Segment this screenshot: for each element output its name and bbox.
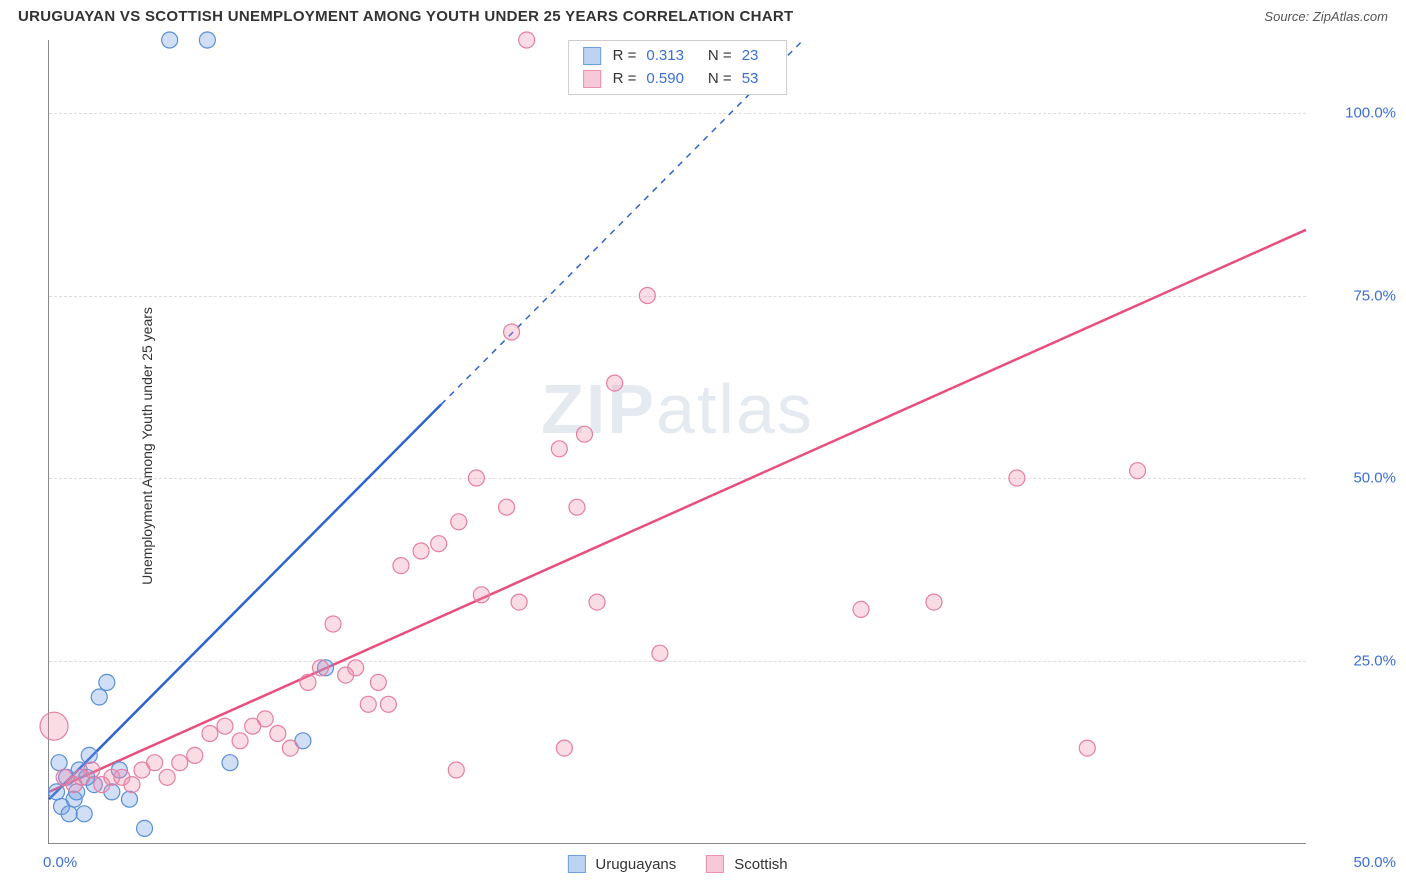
data-point [162, 32, 178, 48]
data-point [1130, 463, 1146, 479]
data-point [76, 806, 92, 822]
data-point [504, 324, 520, 340]
data-point [519, 32, 535, 48]
x-tick-label: 0.0% [43, 854, 77, 871]
y-tick-label: 50.0% [1316, 470, 1396, 487]
source-name: ZipAtlas.com [1313, 9, 1388, 24]
data-point [499, 499, 515, 515]
data-point [451, 514, 467, 530]
data-point [51, 755, 67, 771]
legend-item: Scottish [706, 855, 787, 873]
data-point [91, 689, 107, 705]
data-point [40, 712, 68, 740]
swatch-scottish [583, 70, 601, 88]
data-point [448, 762, 464, 778]
data-point [413, 543, 429, 559]
legend-swatch-uruguayans [567, 855, 585, 873]
data-point [61, 806, 77, 822]
swatch-uruguayans [583, 47, 601, 65]
data-point [159, 769, 175, 785]
data-point [607, 375, 623, 391]
y-tick-label: 100.0% [1316, 105, 1396, 122]
data-point [511, 594, 527, 610]
legend-label: Uruguayans [595, 856, 676, 873]
data-point [84, 762, 100, 778]
data-point [300, 674, 316, 690]
r-value: 0.590 [646, 68, 684, 91]
data-point [551, 441, 567, 457]
data-point [348, 660, 364, 676]
data-point [217, 718, 233, 734]
data-point [431, 536, 447, 552]
n-value: 53 [742, 68, 759, 91]
y-tick-label: 25.0% [1316, 652, 1396, 669]
data-point [473, 587, 489, 603]
data-point [124, 777, 140, 793]
data-point [172, 755, 188, 771]
legend-label: Scottish [734, 856, 787, 873]
plot-area: ZIPatlas R = 0.313 N = 23 R = 0.590 N = … [48, 40, 1306, 844]
legend-item: Uruguayans [567, 855, 676, 873]
data-point [282, 740, 298, 756]
scatter-svg [49, 40, 1306, 843]
data-point [187, 747, 203, 763]
data-point [270, 726, 286, 742]
r-value: 0.313 [646, 45, 684, 68]
stats-legend-box: R = 0.313 N = 23 R = 0.590 N = 53 [568, 40, 788, 95]
r-label: R = [613, 45, 637, 68]
source-attribution: Source: ZipAtlas.com [1264, 9, 1388, 24]
data-point [556, 740, 572, 756]
data-point [222, 755, 238, 771]
bottom-legend: Uruguayans Scottish [567, 855, 787, 873]
data-point [199, 32, 215, 48]
source-label: Source: [1264, 9, 1309, 24]
data-point [325, 616, 341, 632]
data-point [652, 645, 668, 661]
data-point [639, 288, 655, 304]
x-tick-label: 50.0% [1316, 854, 1396, 871]
r-label: R = [613, 68, 637, 91]
chart-title: URUGUAYAN VS SCOTTISH UNEMPLOYMENT AMONG… [18, 8, 793, 25]
data-point [1079, 740, 1095, 756]
data-point [313, 660, 329, 676]
stats-row: R = 0.590 N = 53 [583, 68, 773, 91]
data-point [1009, 470, 1025, 486]
data-point [393, 558, 409, 574]
data-point [576, 426, 592, 442]
data-point [926, 594, 942, 610]
data-point [121, 791, 137, 807]
legend-swatch-scottish [706, 855, 724, 873]
data-point [589, 594, 605, 610]
data-point [569, 499, 585, 515]
data-point [380, 696, 396, 712]
data-point [853, 601, 869, 617]
data-point [202, 726, 218, 742]
data-point [232, 733, 248, 749]
n-value: 23 [742, 45, 759, 68]
data-point [370, 674, 386, 690]
data-point [81, 747, 97, 763]
data-point [257, 711, 273, 727]
data-point [49, 784, 65, 800]
data-point [137, 820, 153, 836]
n-label: N = [708, 68, 732, 91]
data-point [147, 755, 163, 771]
data-point [99, 674, 115, 690]
y-tick-label: 75.0% [1316, 287, 1396, 304]
n-label: N = [708, 45, 732, 68]
data-point [468, 470, 484, 486]
stats-row: R = 0.313 N = 23 [583, 45, 773, 68]
data-point [360, 696, 376, 712]
